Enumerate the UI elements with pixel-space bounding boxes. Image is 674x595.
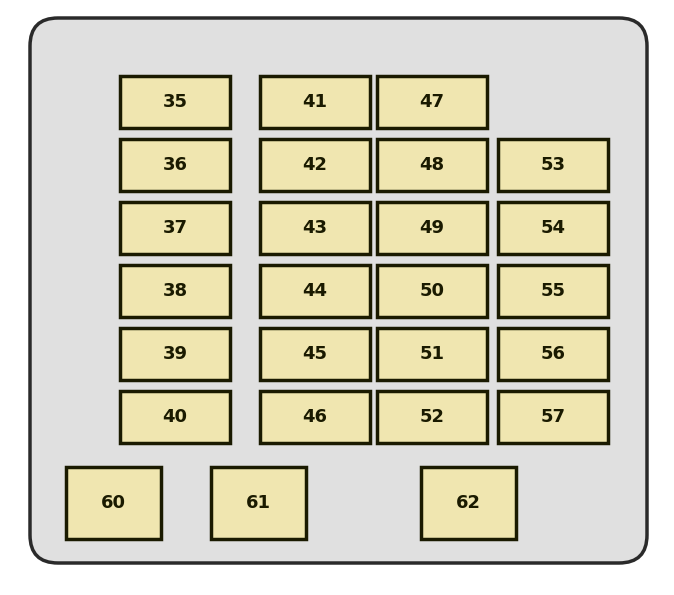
Text: 41: 41 bbox=[303, 93, 328, 111]
FancyBboxPatch shape bbox=[120, 391, 230, 443]
Text: 46: 46 bbox=[303, 408, 328, 426]
Text: 48: 48 bbox=[419, 156, 445, 174]
FancyBboxPatch shape bbox=[377, 265, 487, 317]
Text: 47: 47 bbox=[419, 93, 444, 111]
Text: 42: 42 bbox=[303, 156, 328, 174]
Text: 37: 37 bbox=[162, 219, 187, 237]
FancyBboxPatch shape bbox=[120, 265, 230, 317]
FancyBboxPatch shape bbox=[260, 265, 370, 317]
FancyBboxPatch shape bbox=[377, 76, 487, 128]
FancyBboxPatch shape bbox=[498, 328, 608, 380]
FancyBboxPatch shape bbox=[260, 391, 370, 443]
FancyBboxPatch shape bbox=[260, 139, 370, 191]
FancyBboxPatch shape bbox=[65, 467, 160, 539]
FancyBboxPatch shape bbox=[120, 139, 230, 191]
Text: 36: 36 bbox=[162, 156, 187, 174]
FancyBboxPatch shape bbox=[260, 76, 370, 128]
Text: 43: 43 bbox=[303, 219, 328, 237]
Text: 40: 40 bbox=[162, 408, 187, 426]
FancyBboxPatch shape bbox=[421, 467, 516, 539]
FancyBboxPatch shape bbox=[377, 328, 487, 380]
FancyBboxPatch shape bbox=[498, 139, 608, 191]
Text: 55: 55 bbox=[541, 282, 565, 300]
FancyBboxPatch shape bbox=[120, 328, 230, 380]
FancyBboxPatch shape bbox=[120, 202, 230, 254]
Text: 45: 45 bbox=[303, 345, 328, 363]
Text: 54: 54 bbox=[541, 219, 565, 237]
FancyBboxPatch shape bbox=[377, 202, 487, 254]
Text: 52: 52 bbox=[419, 408, 444, 426]
FancyBboxPatch shape bbox=[30, 18, 647, 563]
FancyBboxPatch shape bbox=[260, 328, 370, 380]
FancyBboxPatch shape bbox=[260, 202, 370, 254]
Text: 51: 51 bbox=[419, 345, 444, 363]
Text: 57: 57 bbox=[541, 408, 565, 426]
FancyBboxPatch shape bbox=[377, 391, 487, 443]
FancyBboxPatch shape bbox=[377, 139, 487, 191]
Text: 60: 60 bbox=[100, 494, 125, 512]
Text: 38: 38 bbox=[162, 282, 187, 300]
Text: 61: 61 bbox=[245, 494, 270, 512]
FancyBboxPatch shape bbox=[210, 467, 305, 539]
Text: 44: 44 bbox=[303, 282, 328, 300]
FancyBboxPatch shape bbox=[120, 76, 230, 128]
FancyBboxPatch shape bbox=[498, 202, 608, 254]
FancyBboxPatch shape bbox=[498, 265, 608, 317]
Text: 56: 56 bbox=[541, 345, 565, 363]
FancyBboxPatch shape bbox=[498, 391, 608, 443]
Text: 50: 50 bbox=[419, 282, 444, 300]
Text: 62: 62 bbox=[456, 494, 481, 512]
Text: 53: 53 bbox=[541, 156, 565, 174]
Text: 49: 49 bbox=[419, 219, 444, 237]
Text: 35: 35 bbox=[162, 93, 187, 111]
Text: 39: 39 bbox=[162, 345, 187, 363]
